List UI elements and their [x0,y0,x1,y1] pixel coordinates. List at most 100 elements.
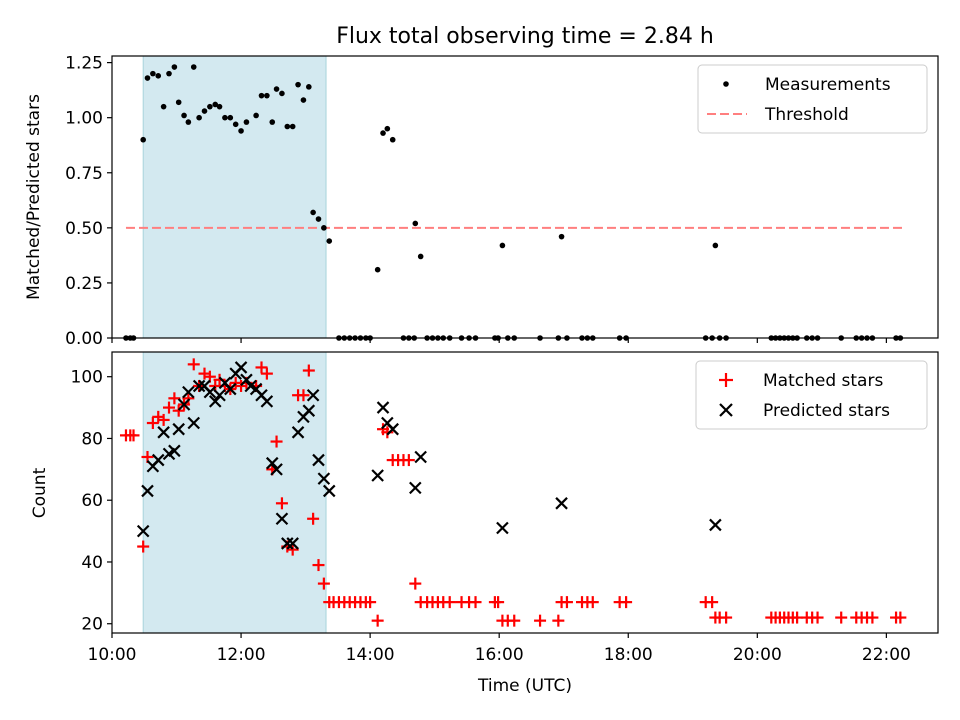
matched-point [157,413,170,426]
measurement-point [227,114,234,121]
matched-point [317,577,330,590]
matched-point [168,392,181,405]
x-tick-label: 12:00 [217,645,266,665]
matched-point [302,364,315,377]
matched-point [508,614,521,627]
measurement-point [315,216,322,222]
measurement-point [216,103,223,110]
x-tick-label: 14:00 [346,645,395,665]
y-tick-label: 80 [81,429,103,449]
predicted-point [157,426,170,439]
matched-point [286,543,299,556]
predicted-point [208,395,222,408]
measurement-point [232,121,239,128]
predicted-point [281,537,294,550]
predicted-point [168,444,181,458]
x-tick-label: 22:00 [862,645,911,665]
measurement-point [144,75,151,81]
predicted-point [136,524,150,538]
y-tick-label: 0.00 [65,329,103,349]
predicted-point [224,382,237,396]
predicted-point [386,422,399,436]
chart-title: Flux total observing time = 2.84 h [336,24,714,49]
matched-point [371,614,384,627]
matched-point [706,596,719,609]
matched-point [402,454,415,467]
measurement-point [289,123,296,130]
count-plot-frame [111,351,939,634]
matched-point [534,614,547,627]
count-points [119,358,907,627]
legend-measurements-label: Measurements [765,75,891,95]
matched-point [275,497,288,510]
matched-point [187,358,200,371]
measurement-point [238,128,244,134]
matched-point [137,540,150,553]
measurement-point [273,86,280,92]
ratio-legend-box [697,64,928,134]
count-y-label: Count [30,467,50,518]
y-tick-label: 0.50 [65,219,103,239]
count-panel: 10:00 12:00 14:00 16:00 18:00 20:00 22:00 20 40 6… [30,351,939,696]
count-legend-box [695,360,928,430]
matched-point [620,596,633,609]
count-x-label: Time (UTC) [477,676,572,696]
measurement-point [243,119,250,125]
legend-threshold-label: Threshold [764,105,849,125]
x-tick-label: 20:00 [733,645,782,665]
measurement-point [258,92,265,99]
count-legend: Matched stars Predicted stars [695,360,928,430]
ratio-ticks: 0.00 0.25 0.50 0.75 1.00 1.25 [65,54,887,349]
count-ticks: 10:00 12:00 14:00 16:00 18:00 20:00 22:00 20 40 6… [71,368,911,665]
matched-point [312,559,325,572]
y-tick-label: 0.75 [65,164,103,184]
measurement-point [201,108,208,114]
y-tick-label: 100 [71,368,103,388]
measurement-point [185,119,192,125]
matched-point [127,429,140,442]
predicted-point [709,518,722,532]
y-tick-label: 1.25 [65,54,103,74]
ratio-legend: Measurements Threshold [697,64,928,134]
measurement-point [380,130,386,136]
predicted-point [409,481,422,495]
predicted-point [371,469,384,482]
measurement-point [712,242,719,249]
matched-point [552,614,565,627]
predicted-point [260,395,274,408]
legend-predicted-marker [719,403,733,417]
predicted-point [317,472,331,485]
matched-point [560,596,573,609]
matched-point [409,577,422,590]
y-tick-label: 20 [81,615,103,635]
predicted-point [177,398,191,411]
predicted-point [275,512,289,526]
predicted-point [151,453,165,467]
matched-point [172,404,185,417]
ratio-panel: 0.00 0.25 0.50 0.75 1.00 1.25 Matched/Predict… [24,54,939,349]
measurement-point [412,220,419,227]
predicted-point [213,388,226,402]
measurement-point [222,114,228,121]
predicted-point [270,463,283,476]
predicted-point [312,453,325,467]
matched-point [811,611,824,624]
matched-point [260,367,273,380]
measurement-point [150,70,156,77]
legend-measurements-marker [723,81,729,87]
measurement-point [269,119,276,125]
measurement-point [300,97,307,103]
predicted-point [187,416,201,430]
legend-predicted-label: Predicted stars [763,401,890,421]
predicted-point [376,401,390,414]
measurement-point [499,242,506,249]
ratio-plot-frame [111,55,939,339]
predicted-point [302,404,316,417]
matched-point [469,596,482,609]
measurement-point [295,81,301,88]
y-tick-label: 60 [81,491,103,511]
measurement-point [384,125,391,132]
measurement-point [140,136,146,143]
y-tick-label: 40 [81,553,103,573]
